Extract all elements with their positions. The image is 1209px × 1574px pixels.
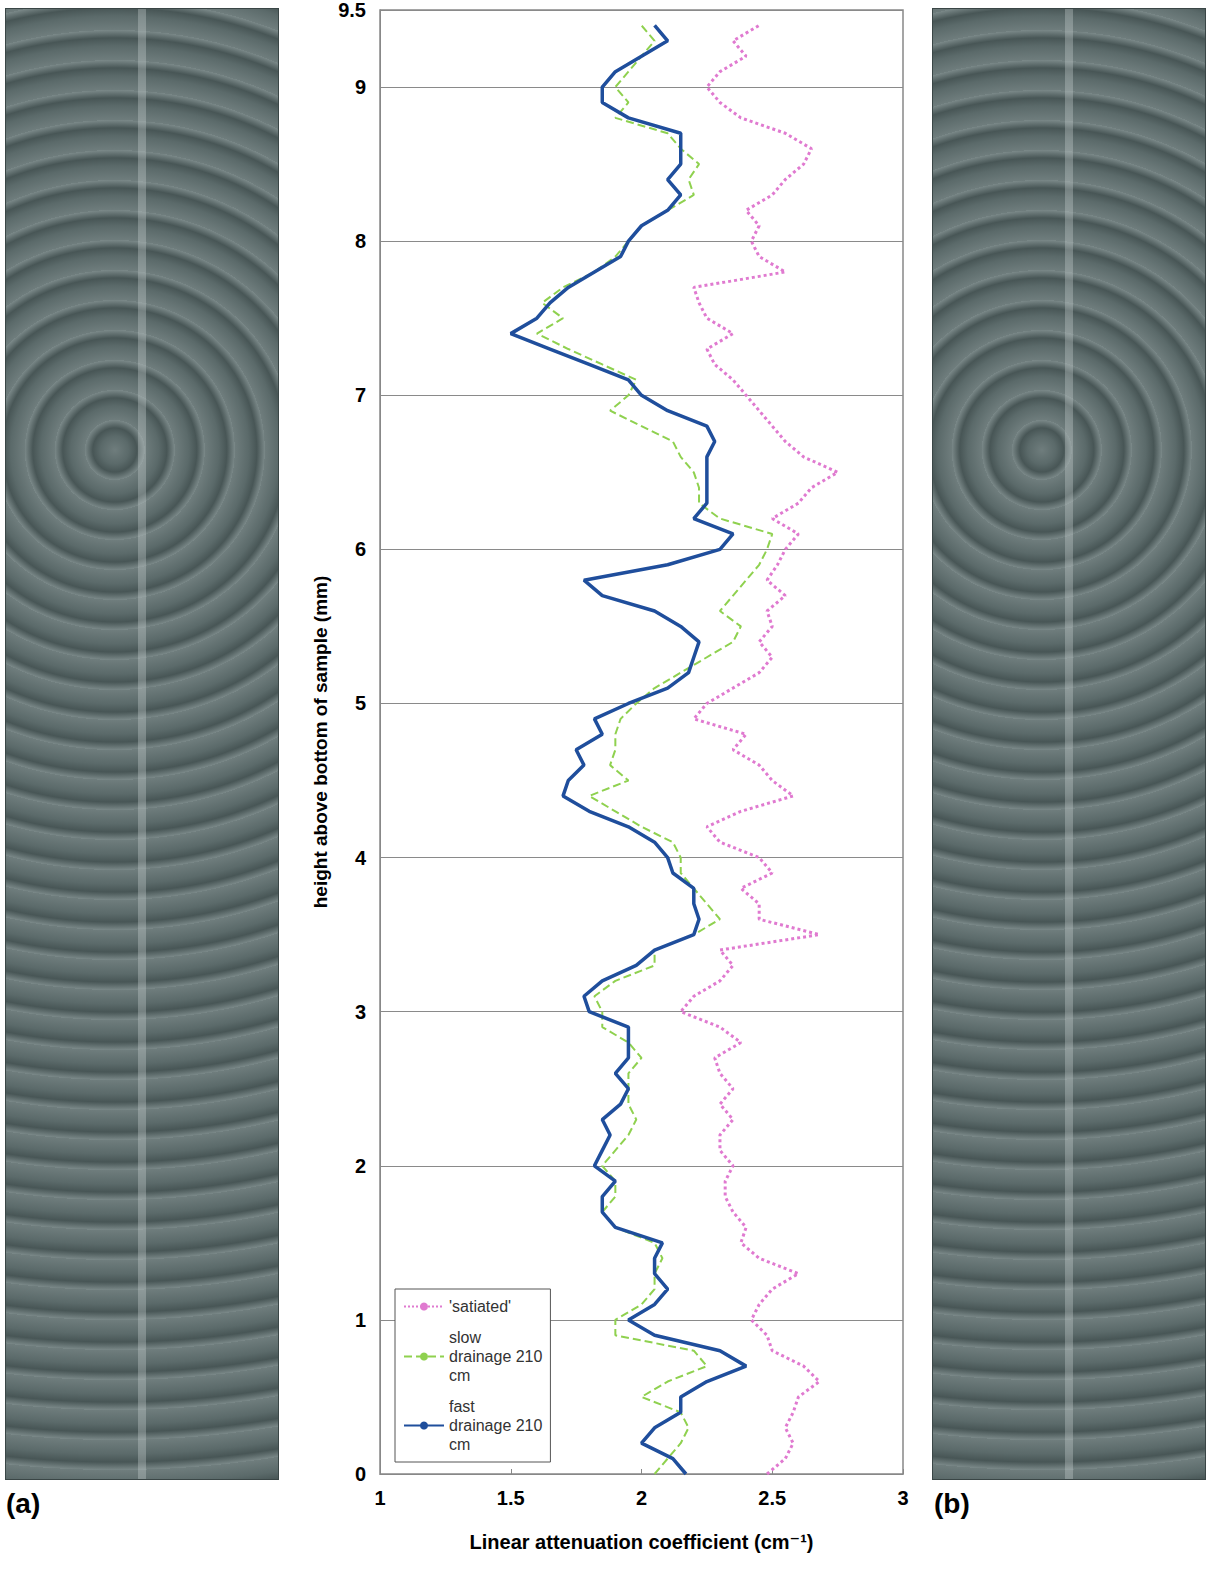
svg-text:4: 4 [355,847,367,869]
svg-text:2: 2 [636,1487,647,1509]
svg-text:cm: cm [449,1436,470,1453]
svg-text:1.5: 1.5 [497,1487,525,1509]
svg-text:9: 9 [355,76,366,98]
svg-text:6: 6 [355,538,366,560]
svg-text:slow: slow [449,1329,481,1346]
svg-text:drainage 210: drainage 210 [449,1417,543,1434]
svg-text:drainage 210: drainage 210 [449,1348,543,1365]
html-text:(a): (a) [6,1488,41,1519]
svg-text:3: 3 [897,1487,908,1509]
svg-text:height above bottom of sample: height above bottom of sample (mm) [310,576,331,909]
svg-text:fast: fast [449,1398,475,1415]
svg-text:0: 0 [355,1463,366,1485]
html-text:(b): (b) [934,1488,970,1519]
svg-text:7: 7 [355,384,366,406]
svg-text:1: 1 [374,1487,385,1509]
svg-text:'satiated': 'satiated' [449,1298,511,1315]
svg-text:Linear attenuation coefficient: Linear attenuation coefficient (cm⁻¹) [470,1531,814,1553]
svg-text:5: 5 [355,692,366,714]
svg-text:1: 1 [355,1309,366,1331]
svg-text:3: 3 [355,1001,366,1023]
svg-text:9.5: 9.5 [338,0,366,21]
svg-text:2.5: 2.5 [758,1487,786,1509]
svg-text:2: 2 [355,1155,366,1177]
svg-text:8: 8 [355,230,366,252]
svg-text:cm: cm [449,1367,470,1384]
